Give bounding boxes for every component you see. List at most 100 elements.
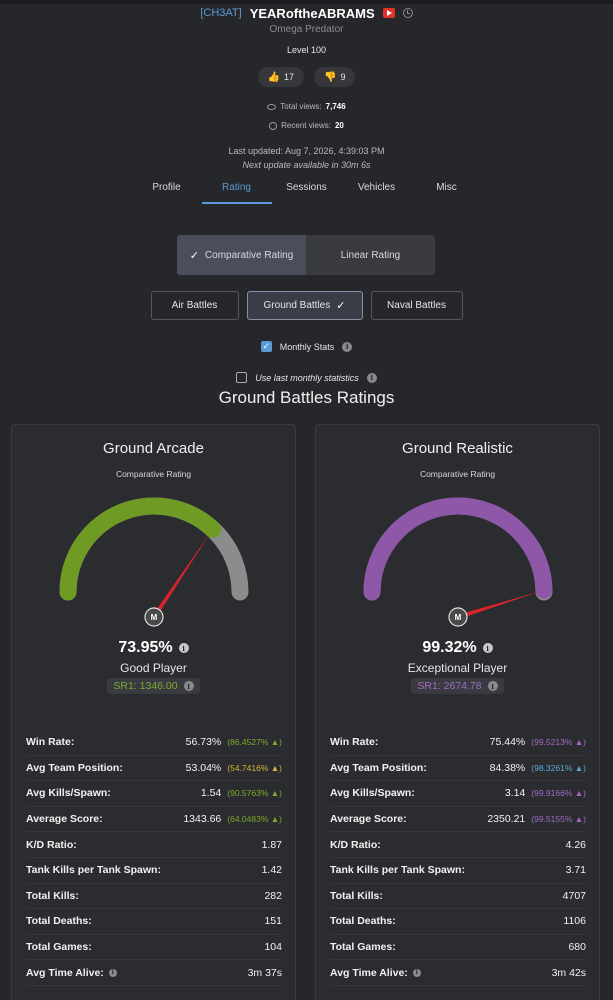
youtube-icon[interactable] xyxy=(382,8,395,18)
stat-percentile: (54.7416% ▲) xyxy=(227,762,282,773)
thumbs-down-icon: 👎 xyxy=(324,71,337,83)
clan-tag[interactable]: [CH3AT] xyxy=(200,7,242,19)
stat-label-wrap: K/D Ratio: xyxy=(330,839,566,851)
stat-percentile: (86.4527% ▲) xyxy=(227,737,282,748)
air-battles-label: Air Battles xyxy=(171,300,218,311)
linear-rating-option[interactable]: Linear Rating xyxy=(306,235,435,275)
comparative-rating-option[interactable]: ✓ Comparative Rating xyxy=(177,235,306,275)
tab-misc[interactable]: Misc xyxy=(436,182,457,193)
stat-label: Win Rate: xyxy=(330,736,379,749)
info-icon[interactable]: i xyxy=(342,341,353,352)
stat-label-wrap: Avg Time Alive: i xyxy=(26,967,248,979)
stat-label: Total Games: xyxy=(330,941,396,954)
stats-row: Total Kills: 282 xyxy=(26,884,282,910)
stat-label: Average Score: xyxy=(26,813,103,826)
info-icon[interactable]: i xyxy=(487,681,498,691)
stats-row: Tank Kills per Tank Spawn: 1.42 xyxy=(26,858,282,884)
ground-battles-label: Ground Battles xyxy=(263,300,331,311)
stats-row: Average Score: 1343.66 (64.0483% ▲) xyxy=(26,807,282,833)
stat-label: Total Deaths: xyxy=(26,915,92,928)
dislike-button[interactable]: 👎 9 xyxy=(314,67,356,87)
sr-value: SR1: 1346.00 xyxy=(113,680,178,692)
stat-percentile: (99.5213% ▲) xyxy=(531,737,586,748)
rating-percent: 73.95% xyxy=(118,639,173,656)
gauge-hub xyxy=(144,607,164,627)
tab-sessions[interactable]: Sessions xyxy=(286,182,327,193)
check-icon: ✓ xyxy=(336,300,346,312)
stat-label-wrap: Average Score: xyxy=(26,813,183,825)
tab-rating[interactable]: Rating xyxy=(201,182,272,204)
check-icon: ✓ xyxy=(189,249,199,262)
stat-value: 282 xyxy=(264,889,282,902)
stat-label-wrap: K/D Ratio: xyxy=(26,839,262,851)
stats-row: Avg Kills/Spawn: 3.14 (99.9166% ▲) xyxy=(330,781,586,807)
stat-label: Total Deaths: xyxy=(330,915,396,928)
top-strip xyxy=(0,0,613,4)
info-icon[interactable]: i xyxy=(412,968,421,977)
stat-label-wrap: Tank Kills per Tank Spawn: xyxy=(330,864,566,876)
tab-vehicles[interactable]: Vehicles xyxy=(357,182,396,193)
info-icon[interactable]: i xyxy=(108,968,117,977)
stat-value: 3.71 xyxy=(565,864,586,877)
stat-percentile: (90.5763% ▲) xyxy=(227,788,282,799)
stat-label-wrap: Total Kills: xyxy=(330,890,563,902)
stat-value: 75.44% xyxy=(489,736,526,749)
stat-value: 4.26 xyxy=(565,838,586,851)
naval-battles-button[interactable]: Naval Battles xyxy=(370,291,463,320)
like-count: 17 xyxy=(283,72,294,82)
gauge-hub-label: M xyxy=(151,613,158,622)
stat-value: 1.42 xyxy=(261,864,282,877)
gauge-hub-label: M xyxy=(455,613,462,622)
info-icon[interactable]: i xyxy=(366,372,377,383)
stat-value: 1343.66 xyxy=(183,813,222,826)
monthly-stats-row: ✓ Monthly Stats i xyxy=(0,341,613,352)
player-header: [CH3AT] YEARoftheABRAMS xyxy=(0,4,613,22)
history-icon[interactable] xyxy=(402,8,413,18)
stat-percentile: (99.9166% ▲) xyxy=(531,788,586,799)
card-subtitle: Comparative Rating xyxy=(419,469,496,479)
ground-battles-button[interactable]: Ground Battles ✓ xyxy=(246,291,363,320)
stat-percentile: (99.5155% ▲) xyxy=(531,814,586,825)
rating-card-arcade: Ground Arcade Comparative Rating M 73.95… xyxy=(11,424,296,1000)
total-views-value: 7,746 xyxy=(325,102,346,111)
monthly-stats-checkbox[interactable]: ✓ xyxy=(260,341,272,352)
stat-label-wrap: Avg Kills/Spawn: xyxy=(330,787,505,799)
stat-label-wrap: Win Rate: xyxy=(26,736,186,748)
air-battles-button[interactable]: Air Battles xyxy=(150,291,239,320)
battle-mode-selector: Air Battles Ground Battles ✓ Naval Battl… xyxy=(0,291,613,320)
stat-label: Total Kills: xyxy=(330,889,383,902)
info-icon[interactable]: i xyxy=(178,643,189,653)
rank-label: Good Player xyxy=(120,661,187,675)
stat-label: Tank Kills per Tank Spawn: xyxy=(330,864,465,877)
gauge-track xyxy=(363,497,553,601)
sr-row: SR1: 1346.00 i xyxy=(12,678,295,694)
stats-row: Average Score: 2350.21 (99.5155% ▲) xyxy=(330,807,586,833)
tab-profile[interactable]: Profile xyxy=(152,182,181,193)
stat-label-wrap: Total Games: xyxy=(26,941,264,953)
stat-label: Avg Kills/Spawn: xyxy=(330,787,415,800)
gauge-fill xyxy=(363,497,553,601)
info-icon[interactable]: i xyxy=(482,643,493,653)
linear-rating-label: Linear Rating xyxy=(340,249,401,261)
last-monthly-checkbox[interactable] xyxy=(236,372,248,383)
stats-row: K/D Ratio: 1.87 xyxy=(26,832,282,858)
sr-badge: SR1: 2674.78 i xyxy=(411,678,504,694)
stat-label-wrap: Win Rate: xyxy=(330,736,490,748)
stat-value: 84.38% xyxy=(489,761,526,774)
stats-row: Win Rate: 75.44% (99.5213% ▲) xyxy=(330,730,586,756)
stats-row: Avg Team Position: 84.38% (98.3261% ▲) xyxy=(330,756,586,782)
stat-label: Total Games: xyxy=(26,941,92,954)
stat-value: 3m 42s xyxy=(551,966,586,979)
like-button[interactable]: 👍 17 xyxy=(257,67,304,87)
stats-row: Total Deaths: 1106 xyxy=(330,909,586,935)
last-monthly-row: Use last monthly statistics i xyxy=(0,372,613,383)
vote-buttons: 👍 17 👎 9 xyxy=(0,67,613,87)
stats-row: Total Kills: 4707 xyxy=(330,884,586,910)
stat-label: Avg Team Position: xyxy=(330,761,427,774)
stat-label-wrap: Total Deaths: xyxy=(26,915,264,927)
stats-row: Avg Kills/Spawn: 1.54 (90.5763% ▲) xyxy=(26,781,282,807)
info-icon[interactable]: i xyxy=(183,681,194,691)
stat-label: Average Score: xyxy=(330,813,407,826)
stat-label: K/D Ratio: xyxy=(26,838,77,851)
naval-battles-label: Naval Battles xyxy=(387,300,446,311)
